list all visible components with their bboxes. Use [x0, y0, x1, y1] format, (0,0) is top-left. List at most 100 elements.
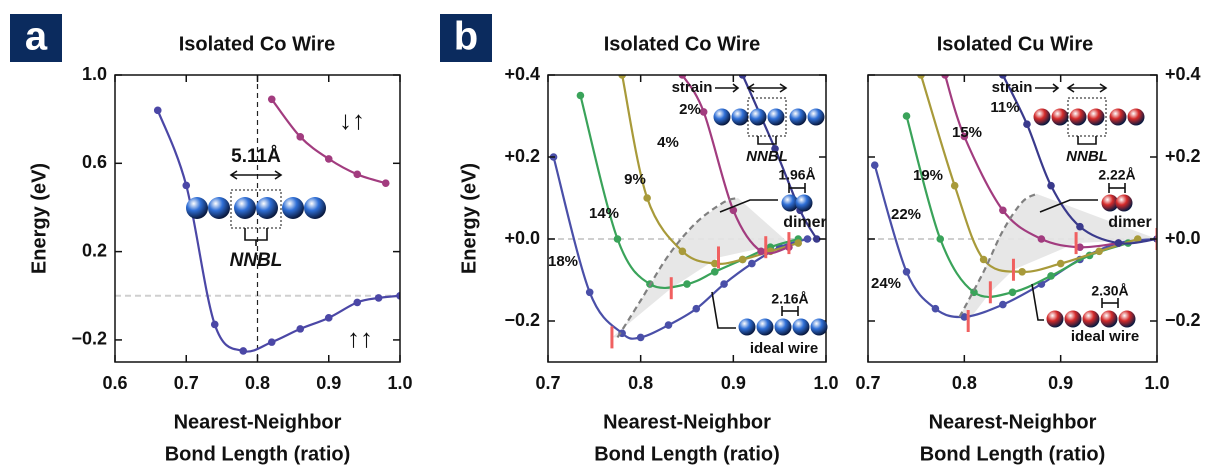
- y-tick-label: 0.6: [82, 152, 107, 172]
- data-point: [960, 132, 969, 141]
- x-axis-label: Nearest-Neighbor: [174, 411, 342, 433]
- data-point: [1008, 288, 1017, 297]
- y-tick-label: +0.2: [1165, 146, 1201, 166]
- atom: [1101, 194, 1119, 212]
- annotation-line: [1099, 83, 1108, 93]
- y-tick-label: +0.4: [1165, 64, 1201, 84]
- data-point: [374, 294, 383, 302]
- atom: [1051, 108, 1069, 126]
- data-point: [711, 259, 719, 268]
- series-line: [958, 192, 1038, 318]
- x-tick-label: 1.0: [387, 373, 412, 393]
- annotation-line: [1052, 83, 1060, 93]
- annotation: NNBL: [746, 148, 788, 165]
- series-label: dimer: [783, 214, 827, 231]
- data-point: [267, 95, 276, 104]
- data-point: [738, 255, 747, 264]
- data-point: [678, 75, 687, 79]
- data-point: [692, 304, 701, 313]
- annotation-line: [229, 170, 238, 180]
- atom: [1118, 310, 1136, 328]
- series-label: 15%: [952, 124, 982, 141]
- atom: [1033, 108, 1051, 126]
- y-tick-label: −0.2: [504, 310, 540, 330]
- data-point: [711, 268, 719, 276]
- data-point: [576, 91, 585, 100]
- series-line: [270, 98, 387, 185]
- x-tick-label: 1.0: [813, 373, 838, 393]
- annotation-line: [719, 199, 778, 213]
- data-point: [771, 145, 779, 153]
- atom: [792, 318, 810, 336]
- data-point: [950, 181, 959, 190]
- atom: [1100, 310, 1118, 328]
- data-point: [729, 206, 738, 215]
- data-point: [1076, 222, 1084, 231]
- data-point: [748, 259, 756, 268]
- annotation-line: [1031, 283, 1044, 321]
- annotation: 1.96Å: [778, 167, 815, 183]
- y-axis-label: Energy (eV): [28, 163, 50, 274]
- atom: [731, 108, 749, 126]
- data-point: [738, 75, 747, 79]
- annotation: 2.16Å: [771, 291, 808, 307]
- data-point: [960, 313, 969, 321]
- annotation-line: [1039, 199, 1098, 213]
- atom: [304, 197, 326, 219]
- y-tick-label: +0.0: [504, 228, 540, 248]
- data-point: [182, 181, 191, 190]
- x-axis-label: Bond Length (ratio): [165, 443, 351, 465]
- series-label: 24%: [871, 275, 901, 292]
- panel-badge: [10, 14, 62, 62]
- annotation-line: [711, 291, 736, 329]
- atom: [1127, 108, 1145, 126]
- data-point: [902, 268, 911, 276]
- data-point: [870, 161, 879, 169]
- x-axis-label: Nearest-Neighbor: [603, 411, 771, 433]
- x-tick-label: 0.7: [855, 373, 880, 393]
- y-tick-label: +0.0: [1165, 228, 1201, 248]
- panel-badge: [440, 14, 492, 62]
- x-tick-label: 0.8: [245, 373, 270, 393]
- data-point: [296, 133, 305, 141]
- series-label: 18%: [548, 253, 578, 270]
- data-point: [210, 320, 219, 329]
- series-label: ideal wire: [1071, 328, 1139, 345]
- series-label: 2%: [679, 101, 701, 118]
- annotation: NNBL: [230, 250, 283, 271]
- data-point: [353, 170, 362, 179]
- atom: [789, 108, 807, 126]
- series-label: 9%: [624, 171, 646, 188]
- y-tick-label: +0.2: [504, 146, 540, 166]
- x-tick-label: 0.9: [1048, 373, 1073, 393]
- x-tick-label: 1.0: [1144, 373, 1169, 393]
- series-label: 4%: [657, 134, 679, 151]
- annotation: strain: [992, 79, 1033, 96]
- atom: [1046, 310, 1064, 328]
- annotation: NNBL: [1066, 148, 1108, 165]
- y-tick-label: 1.0: [82, 64, 107, 84]
- data-point: [585, 288, 594, 297]
- data-point: [757, 247, 765, 256]
- atom: [256, 197, 278, 219]
- data-point: [1095, 247, 1103, 256]
- chart-title: Isolated Cu Wire: [937, 33, 1094, 55]
- series-label: ↓↑: [339, 105, 365, 135]
- annotation-line: [732, 83, 740, 93]
- data-point: [979, 255, 988, 264]
- annotation-line: [757, 136, 777, 145]
- annotation-box: [230, 189, 282, 229]
- data-point: [664, 321, 673, 329]
- atom: [1087, 108, 1105, 126]
- data-point: [1076, 243, 1084, 251]
- atom: [1069, 108, 1087, 126]
- series-line: [156, 109, 400, 353]
- annotation: 2.22Å: [1098, 167, 1135, 183]
- annotation-line: [244, 228, 268, 241]
- shaded-region: [959, 193, 1157, 321]
- y-tick-label: 0.2: [82, 240, 107, 260]
- x-tick-label: 0.9: [721, 373, 746, 393]
- atom: [756, 318, 774, 336]
- plot-area: [115, 75, 400, 362]
